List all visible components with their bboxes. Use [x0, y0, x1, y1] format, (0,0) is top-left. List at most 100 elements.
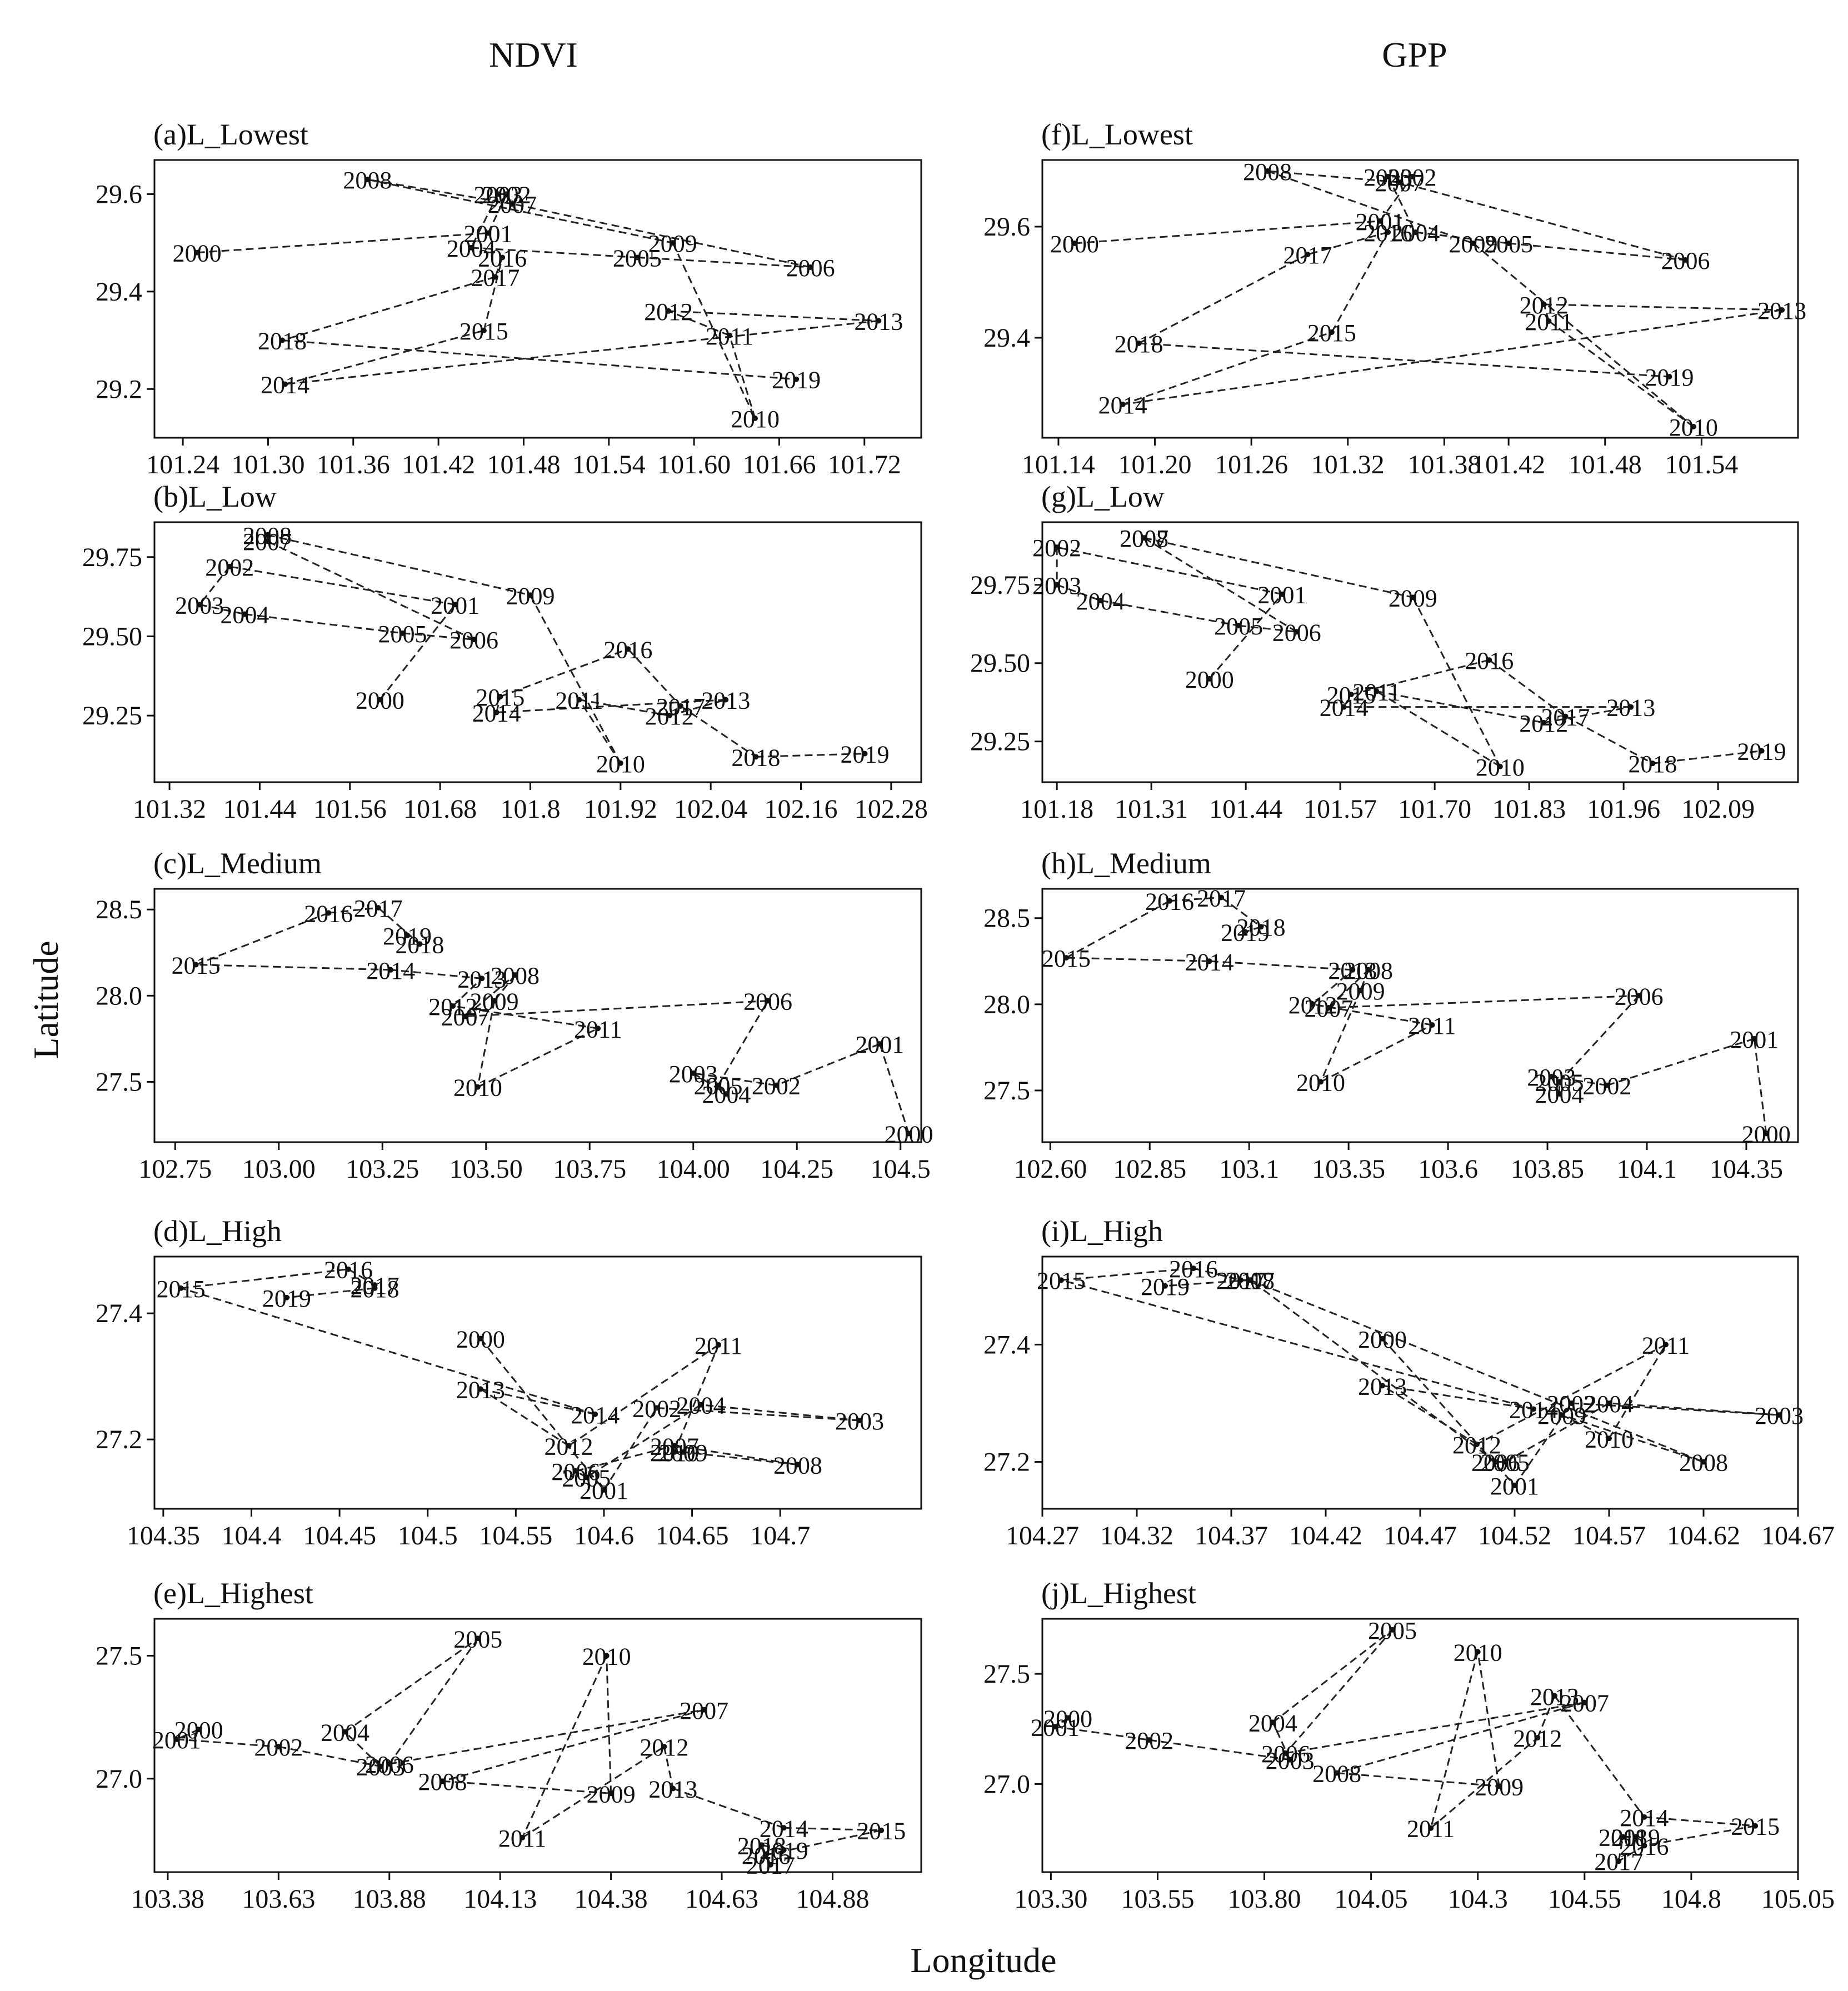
year-label: 2001 [1730, 1026, 1779, 1053]
trajectory-segment [1331, 232, 1389, 333]
centroid-point [1475, 1649, 1481, 1655]
year-label: 2013 [648, 1775, 697, 1803]
panel-title: (b)L_Low [153, 480, 277, 513]
x-tick-label: 103.35 [1312, 1154, 1385, 1184]
trajectory-segment [692, 1072, 727, 1095]
centroid-point [1318, 1079, 1324, 1085]
panel-title: (h)L_Medium [1041, 847, 1211, 880]
year-label: 2016 [304, 900, 353, 927]
x-tick-label: 103.88 [353, 1884, 426, 1914]
year-label: 2005 [378, 621, 427, 648]
x-tick-label: 104.32 [1100, 1521, 1173, 1550]
centroid-point [1328, 329, 1335, 335]
centroid-point [1348, 692, 1354, 698]
x-tick-label: 104.25 [760, 1154, 833, 1184]
centroid-point [326, 910, 332, 916]
centroid-point [716, 1342, 722, 1348]
centroid-point [1054, 582, 1060, 588]
trajectory-segment [1430, 1737, 1539, 1829]
trajectory-segment [1561, 1414, 1704, 1463]
panel-title: (e)L_Highest [153, 1577, 313, 1610]
centroid-point [1310, 1001, 1316, 1007]
trajectory-segment [657, 1407, 860, 1422]
trajectory-segment [680, 705, 757, 758]
centroid-point [364, 177, 371, 183]
trajectory-segment [1285, 1629, 1394, 1754]
x-tick-label: 101.32 [1311, 450, 1385, 479]
centroid-point [491, 998, 497, 1004]
year-label: 2019 [1645, 364, 1694, 391]
x-tick-label: 104.6 [574, 1521, 634, 1550]
x-tick-label: 101.30 [231, 450, 304, 479]
x-tick-label: 101.83 [1492, 794, 1566, 824]
x-tick-label: 103.50 [449, 1154, 523, 1184]
year-label: 2007 [488, 191, 537, 218]
centroid-point [1385, 229, 1391, 235]
trajectory-segment [512, 203, 811, 268]
centroid-point [1236, 623, 1242, 629]
centroid-point [1552, 1693, 1558, 1699]
trajectory-segment [1477, 1652, 1500, 1787]
x-tick-label: 101.48 [1569, 450, 1642, 479]
x-tick-label: 104.47 [1383, 1521, 1457, 1550]
year-label: 2018 [351, 1275, 399, 1303]
year-label: 2019 [841, 741, 890, 768]
trajectory-segment [487, 193, 508, 234]
centroid-point [497, 693, 503, 699]
x-tick-label: 101.42 [402, 450, 475, 479]
centroid-point [1167, 898, 1173, 904]
year-label: 2011 [1525, 308, 1572, 336]
centroid-point [1146, 1737, 1152, 1743]
centroid-point [1606, 1435, 1612, 1442]
x-tick-label: 104.57 [1572, 1521, 1646, 1550]
trajectory-segment [1238, 624, 1297, 633]
y-tick-label: 27.0 [983, 1769, 1030, 1799]
x-tick-label: 104.00 [657, 1154, 730, 1184]
centroid-point [1633, 1834, 1639, 1840]
trajectory-segment [1489, 659, 1566, 717]
year-label: 2016 [1145, 888, 1194, 916]
trajectory-segment [776, 1043, 880, 1087]
centroid-point [1616, 1858, 1622, 1864]
trajectory-segment [1644, 1825, 1756, 1847]
panel-4: (e)L_Highest 103.38 103.63 103.88 104.13 104.… [96, 1577, 922, 1914]
y-tick-label: 27.2 [983, 1448, 1030, 1477]
year-label: 2006 [1471, 1449, 1520, 1477]
year-label: 2013 [1606, 694, 1655, 722]
trajectory-segment [1328, 969, 1369, 1009]
trajectory-segment [1250, 1279, 1704, 1463]
centroid-point [1409, 174, 1415, 179]
year-label: 2006 [786, 254, 835, 282]
centroid-point [1410, 594, 1416, 601]
trajectory-segment [1328, 994, 1639, 1009]
year-label: 2012 [645, 703, 694, 730]
centroid-point [503, 191, 510, 197]
centroid-point [477, 1386, 483, 1392]
trajectory-segment [1143, 537, 1414, 598]
year-label: 2012 [1519, 710, 1568, 737]
year-label: 2013 [456, 1376, 505, 1403]
x-tick-label: 104.8 [1661, 1884, 1721, 1914]
centroid-point [603, 1653, 610, 1659]
x-tick-label: 104.38 [575, 1884, 648, 1914]
trajectory-segment [284, 319, 879, 386]
x-tick-label: 103.6 [1418, 1154, 1478, 1184]
trajectory-segment [1644, 1816, 1756, 1827]
centroid-point [1141, 535, 1147, 541]
trajectory-segment [1337, 1772, 1500, 1787]
year-label: 2000 [356, 687, 404, 714]
year-label: 2004 [676, 1392, 725, 1419]
centroid-point [752, 415, 758, 421]
centroid-point [1365, 967, 1371, 973]
year-label: 2016 [603, 636, 652, 663]
year-label: 2000 [1043, 1705, 1092, 1732]
panel-title: (c)L_Medium [153, 847, 322, 880]
trajectory-segment [367, 178, 673, 244]
year-label: 2007 [1304, 995, 1353, 1022]
year-label: 2013 [457, 966, 506, 993]
x-tick-label: 104.4 [221, 1521, 281, 1550]
year-label: 2001 [431, 592, 480, 619]
y-tick-label: 27.2 [96, 1425, 142, 1454]
year-label: 2001 [855, 1031, 904, 1058]
y-tick-label: 27.5 [983, 1076, 1030, 1105]
